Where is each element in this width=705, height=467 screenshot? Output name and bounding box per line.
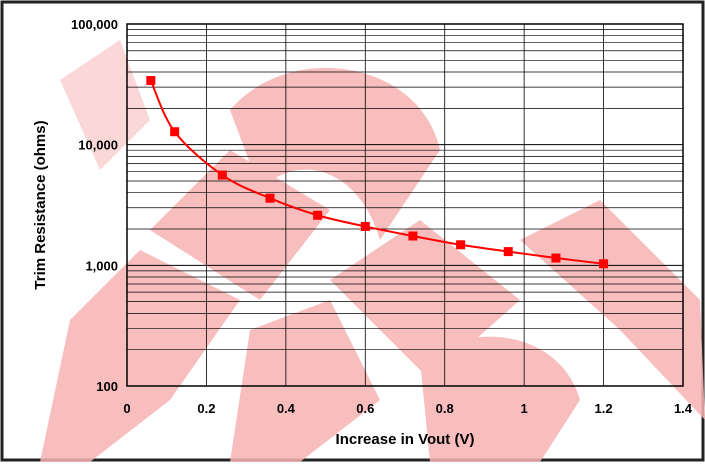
data-point (503, 247, 513, 257)
x-tick-label: 1.4 (674, 401, 693, 416)
series-layer (146, 76, 609, 269)
x-tick-label: 1 (521, 401, 528, 416)
data-point (360, 221, 370, 231)
y-axis-title: Trim Resistance (ohms) (32, 120, 49, 289)
y-tick-label: 10,000 (78, 138, 118, 153)
y-tick-label: 100 (96, 379, 118, 394)
data-point (170, 127, 180, 137)
data-point (408, 231, 418, 241)
data-point (456, 240, 466, 250)
data-point (599, 259, 609, 269)
data-point (265, 193, 275, 203)
x-tick-label: 1.2 (595, 401, 613, 416)
y-tick-label: 1,000 (85, 258, 118, 273)
x-tick-label: 0.4 (277, 401, 296, 416)
data-point (313, 210, 323, 220)
data-point (217, 170, 227, 180)
x-axis-title: Increase in Vout (V) (336, 431, 475, 448)
data-point (146, 76, 156, 86)
y-tick-labels: 100 1,000 10,000 100,000 (71, 17, 118, 394)
data-point (551, 253, 561, 263)
watermark-graphic (40, 40, 705, 462)
x-tick-labels: 0 0.2 0.4 0.6 0.8 1 1.2 1.4 (123, 401, 692, 416)
x-tick-label: 0.2 (197, 401, 215, 416)
x-tick-label: 0.6 (356, 401, 374, 416)
x-tick-label: 0 (123, 401, 130, 416)
x-tick-label: 0.8 (436, 401, 454, 416)
y-tick-label: 100,000 (71, 17, 118, 32)
grid-lines (126, 24, 684, 387)
